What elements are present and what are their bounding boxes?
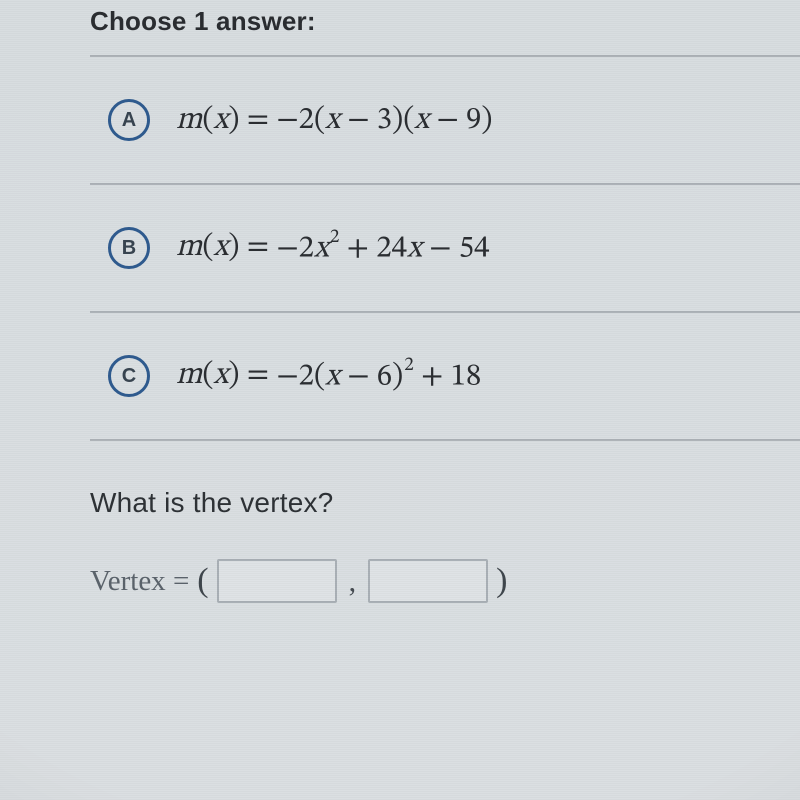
- option-b-row[interactable]: B m(x) = −2x2 + 24x − 54: [90, 185, 800, 311]
- close-paren: ): [496, 562, 507, 600]
- vertex-question: What is the vertex?: [90, 441, 800, 559]
- radio-a-letter: A: [122, 109, 136, 132]
- radio-b[interactable]: B: [108, 227, 150, 269]
- option-b-formula: m(x) = −2x2 + 24x − 54: [176, 228, 489, 268]
- vertex-input-line: Vertex = ( , ): [90, 559, 800, 603]
- vertex-x-input[interactable]: [217, 559, 337, 603]
- vertex-y-input[interactable]: [368, 559, 488, 603]
- option-c-formula: m(x) = −2(x − 6)2 + 18: [176, 356, 481, 396]
- option-c-row[interactable]: C m(x) = −2(x − 6)2 + 18: [90, 313, 800, 439]
- prompt-heading: Choose 1 answer:: [90, 0, 800, 55]
- radio-b-letter: B: [122, 237, 136, 260]
- radio-c-letter: C: [122, 365, 136, 388]
- option-a-row[interactable]: A m(x) = −2(x − 3)(x − 9): [90, 57, 800, 183]
- open-paren: (: [197, 562, 208, 600]
- radio-c[interactable]: C: [108, 355, 150, 397]
- radio-a[interactable]: A: [108, 99, 150, 141]
- page: Choose 1 answer: A m(x) = −2(x − 3)(x − …: [0, 0, 800, 800]
- comma: ,: [345, 565, 361, 599]
- vertex-label: Vertex =: [90, 565, 189, 598]
- option-a-formula: m(x) = −2(x − 3)(x − 9): [176, 101, 492, 140]
